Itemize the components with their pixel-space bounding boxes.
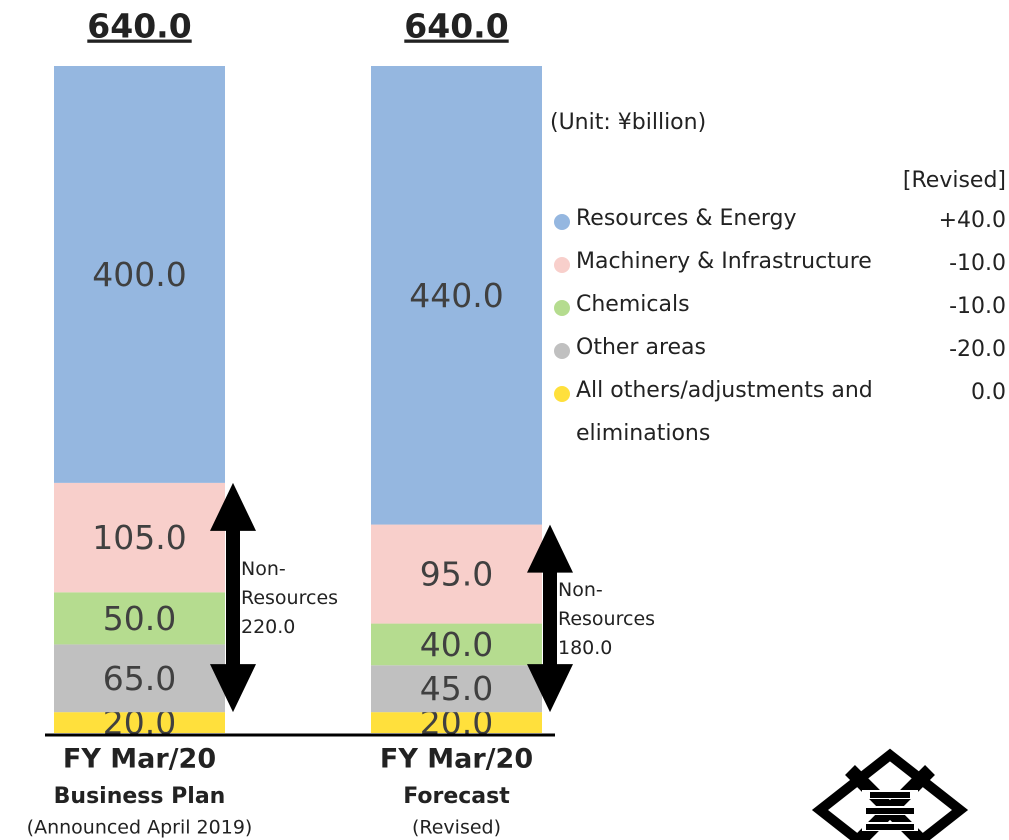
- legend-swatch: [554, 386, 570, 402]
- bar-segment: [371, 665, 542, 713]
- x-category-label: FY Mar/20: [380, 744, 533, 775]
- legend-change: -20.0: [949, 337, 1006, 362]
- non-resources-label: 180.0: [558, 637, 612, 659]
- bar-segment: [371, 623, 542, 666]
- non-resources-arrow: [210, 482, 256, 713]
- legend-label: Resources & Energy: [576, 206, 797, 231]
- bar-segment: [371, 66, 542, 525]
- legend-item: Chemicals -10.0: [550, 292, 1006, 337]
- legend-label: All others/adjustments and eliminations: [576, 378, 873, 446]
- segment-label: 105.0: [92, 518, 186, 557]
- logo: [811, 748, 969, 840]
- legend: (Unit: ¥billion) [Revised] Resources & E…: [550, 110, 1006, 446]
- non-resources-label: 220.0: [241, 616, 295, 638]
- legend-label: Machinery & Infrastructure: [576, 249, 872, 274]
- segment-label: 65.0: [103, 659, 176, 698]
- legend-change: 0.0: [971, 380, 1006, 405]
- legend-item: All others/adjustments and eliminations 0…: [550, 378, 1006, 446]
- non-resources-title: Non-: [241, 558, 286, 580]
- bar-segment: [54, 644, 225, 713]
- legend-header: [Revised]: [902, 168, 1006, 193]
- segment-label: 50.0: [103, 599, 176, 638]
- legend-item: Other areas -20.0: [550, 335, 1006, 380]
- legend-change: -10.0: [949, 294, 1006, 319]
- bar-segment: [54, 66, 225, 483]
- bar-segment: [371, 524, 542, 624]
- x-category-label: Business Plan: [54, 784, 226, 809]
- legend-swatch: [554, 214, 570, 230]
- segment-label: 45.0: [420, 669, 493, 708]
- legend-item: Machinery & Infrastructure -10.0: [550, 249, 1006, 294]
- x-category-label: FY Mar/20: [63, 744, 216, 775]
- legend-change: +40.0: [938, 208, 1006, 233]
- segment-label: 95.0: [420, 555, 493, 594]
- segment-label: 440.0: [409, 276, 503, 315]
- bar-segment: [371, 712, 542, 733]
- non-resources-title: Resources: [558, 608, 655, 630]
- legend-swatch: [554, 257, 570, 273]
- unit-label: (Unit: ¥billion): [550, 110, 707, 135]
- bar-segment: [54, 482, 225, 593]
- legend-label: Other areas: [576, 335, 706, 360]
- total-label: 640.0: [87, 7, 191, 46]
- non-resources-title: Non-: [558, 579, 603, 601]
- segment-label: 40.0: [420, 625, 493, 664]
- legend-swatch: [554, 300, 570, 316]
- x-category-label: Forecast: [403, 784, 510, 809]
- non-resources-arrow: [527, 524, 573, 713]
- legend-label: Chemicals: [576, 292, 690, 317]
- legend-swatch: [554, 343, 570, 359]
- legend-item: Resources & Energy +40.0: [550, 206, 1006, 251]
- legend-change: -10.0: [949, 251, 1006, 276]
- segment-label: 400.0: [92, 255, 186, 294]
- x-category-label: (Revised): [412, 817, 501, 839]
- bar-segment: [54, 592, 225, 645]
- total-label: 640.0: [404, 7, 508, 46]
- bar-segment: [54, 712, 225, 733]
- x-category-label: (Announced April 2019): [27, 817, 253, 839]
- non-resources-title: Resources: [241, 587, 338, 609]
